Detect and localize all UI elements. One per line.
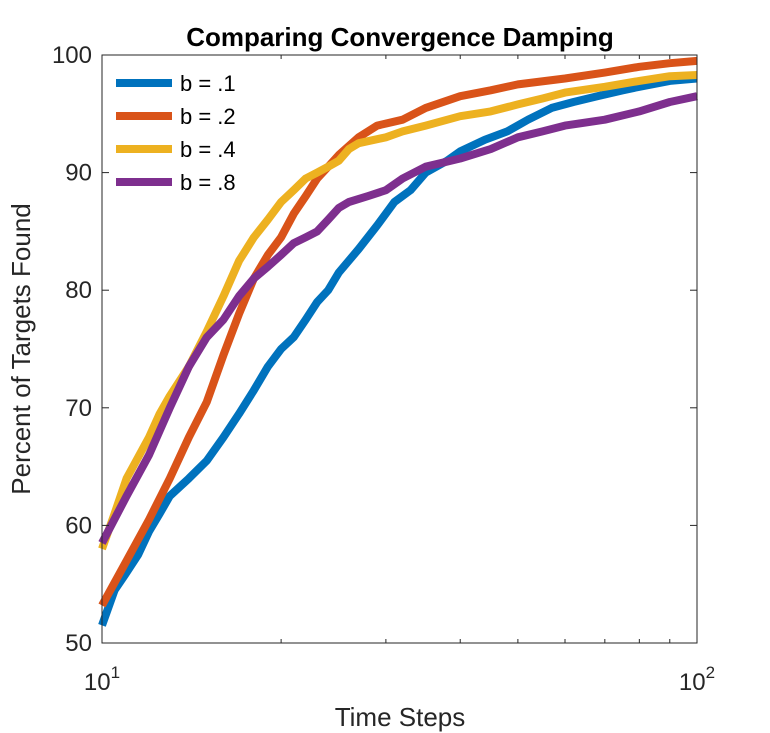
x-tick-base: 10 xyxy=(84,669,111,696)
x-tick-label: 101 xyxy=(84,663,120,696)
y-tick-label: 90 xyxy=(65,160,92,187)
legend-label-4: b = .8 xyxy=(180,170,236,195)
x-axis-label: Time Steps xyxy=(335,702,466,732)
x-tick-exponent: 2 xyxy=(706,663,715,682)
legend-label-3: b = .4 xyxy=(180,137,236,162)
y-tick-label: 80 xyxy=(65,277,92,304)
axes-frame xyxy=(101,54,698,644)
chart-title: Comparing Convergence Damping xyxy=(186,22,614,52)
legend-label-1: b = .1 xyxy=(180,71,236,96)
x-tick-label: 102 xyxy=(679,663,715,696)
series-line-3 xyxy=(98,71,698,551)
x-tick-exponent: 1 xyxy=(111,663,120,682)
y-axis-label: Percent of Targets Found xyxy=(6,203,36,494)
x-tick-base: 10 xyxy=(679,669,706,696)
y-tick-label: 60 xyxy=(65,512,92,539)
series-line-1 xyxy=(98,74,698,627)
series-line-4 xyxy=(98,92,698,545)
y-tick-label: 100 xyxy=(52,42,92,69)
legend: b = .1 b = .2 b = .4 b = .8 xyxy=(116,71,236,195)
y-tick-label: 50 xyxy=(65,630,92,657)
legend-label-2: b = .2 xyxy=(180,104,236,129)
y-tick-label: 70 xyxy=(65,395,92,422)
